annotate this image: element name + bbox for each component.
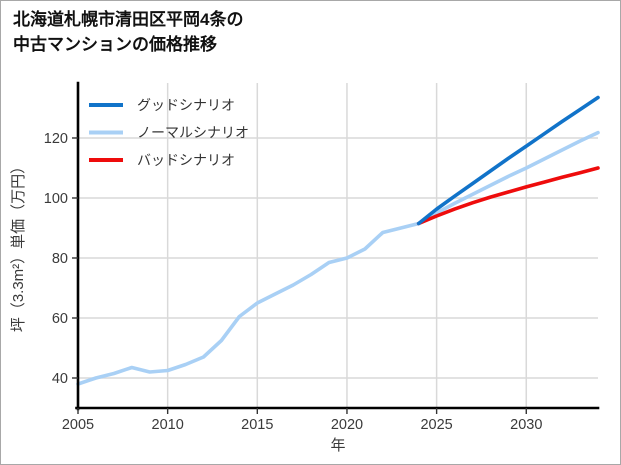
chart-gridlines — [77, 83, 598, 408]
series-line-good — [416, 95, 600, 226]
y-axis-label: 坪（3.3m²）単価（万円） — [10, 159, 27, 332]
x-tick-label: 2010 — [152, 417, 184, 433]
x-tick-label: 2020 — [331, 417, 363, 433]
y-tick-label: 60 — [52, 311, 68, 327]
series-line-normal — [76, 130, 600, 386]
chart-tick-labels: 2005 2010 2015 2020 2025 2030 40 60 80 100 120 — [44, 131, 543, 433]
x-axis-label: 年 — [330, 437, 345, 454]
y-tick-label: 80 — [52, 251, 68, 267]
x-tick-label: 2015 — [241, 417, 273, 433]
chart-tick-marks — [72, 137, 527, 414]
chart-series-lines — [76, 95, 600, 386]
series-line-bad — [416, 166, 600, 226]
chart-title: 北海道札幌市清田区平岡4条の 中古マンションの価格推移 — [13, 7, 243, 57]
x-tick-label: 2025 — [420, 417, 452, 433]
legend-label: ノーマルシナリオ — [137, 125, 249, 141]
y-tick-label: 40 — [52, 371, 68, 387]
y-tick-label: 120 — [44, 131, 68, 147]
x-tick-label: 2030 — [510, 417, 542, 433]
legend-label: バッドシナリオ — [137, 152, 235, 168]
x-tick-label: 2005 — [62, 417, 94, 433]
chart-axis-labels: 年 坪（3.3m²）単価（万円） — [10, 159, 346, 454]
chart-title-line2: 中古マンションの価格推移 — [13, 35, 217, 54]
legend-label: グッドシナリオ — [137, 97, 235, 113]
chart-title-line1: 北海道札幌市清田区平岡4条の — [13, 10, 244, 29]
y-tick-label: 100 — [44, 191, 68, 207]
